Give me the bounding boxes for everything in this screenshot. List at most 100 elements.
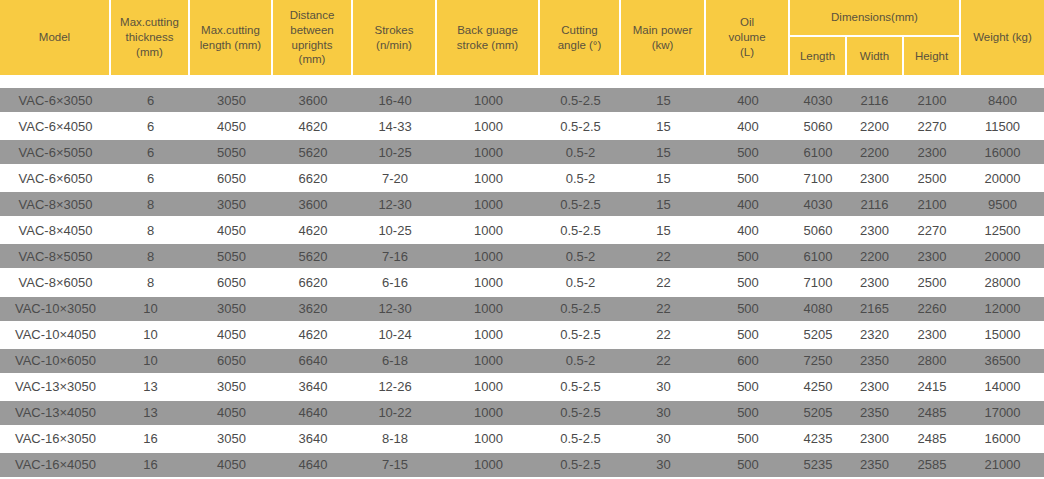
cell-cutting-angle: 0.5-2 [540,171,621,186]
cell-dim-width: 2320 [846,327,903,342]
cell-length: 3050 [190,379,273,394]
cell-dim-width: 2300 [846,379,903,394]
cell-weight: 14000 [961,379,1044,394]
cell-cutting-angle: 0.5-2.5 [540,93,621,108]
cell-length: 6050 [190,353,273,368]
col-header-oil-volume: Oil volume (L) [706,0,790,75]
table-row: VAC-16×3050 16 3050 3640 8-18 1000 0.5-2… [0,427,1044,451]
col-header-back-guage-stroke: Back guage stroke (mm) [437,0,540,75]
cell-weight: 20000 [961,171,1044,186]
table-body: VAC-6×3050 6 3050 3600 16-40 1000 0.5-2.… [0,86,1044,479]
table-row: VAC-6×3050 6 3050 3600 16-40 1000 0.5-2.… [0,86,1044,114]
cell-distance: 4640 [273,405,353,420]
cell-thickness: 10 [111,327,190,342]
cell-length: 6050 [190,275,273,290]
cell-cutting-angle: 0.5-2.5 [540,457,621,472]
cell-main-power: 22 [621,301,706,316]
cell-dim-width: 2350 [846,457,903,472]
cell-back-guage-stroke: 1000 [437,223,540,238]
cell-model: VAC-10×3050 [0,301,111,316]
cell-dim-length: 4235 [790,431,846,446]
spec-table: Model Max.cutting thickness (mm) Max.cut… [0,0,1044,479]
cell-distance: 6640 [273,353,353,368]
cell-oil-volume: 500 [706,275,790,290]
cell-weight: 16000 [961,145,1044,160]
cell-dim-height: 2485 [903,405,961,420]
col-header-max-cutting-thickness: Max.cutting thickness (mm) [111,0,190,75]
cell-weight: 16000 [961,431,1044,446]
cell-oil-volume: 600 [706,353,790,368]
cell-distance: 6620 [273,171,353,186]
cell-model: VAC-6×4050 [0,119,111,134]
table-row: VAC-6×4050 6 4050 4620 14-33 1000 0.5-2.… [0,114,1044,138]
cell-cutting-angle: 0.5-2.5 [540,119,621,134]
cell-weight: 17000 [961,405,1044,420]
cell-dim-length: 5060 [790,223,846,238]
col-header-main-power: Main power (kw) [621,0,706,75]
cell-dim-length: 4250 [790,379,846,394]
cell-length: 5050 [190,145,273,160]
cell-strokes: 10-25 [353,145,437,160]
table-row: VAC-10×4050 10 4050 4620 10-24 1000 0.5-… [0,323,1044,347]
cell-main-power: 30 [621,379,706,394]
cell-dim-width: 2350 [846,353,903,368]
cell-cutting-angle: 0.5-2.5 [540,405,621,420]
cell-strokes: 12-30 [353,301,437,316]
cell-dim-height: 2260 [903,301,961,316]
table-row: VAC-13×3050 13 3050 3640 12-26 1000 0.5-… [0,375,1044,399]
cell-thickness: 16 [111,431,190,446]
cell-strokes: 16-40 [353,93,437,108]
cell-main-power: 15 [621,197,706,212]
cell-model: VAC-6×5050 [0,145,111,160]
cell-dim-height: 2485 [903,431,961,446]
cell-model: VAC-8×5050 [0,249,111,264]
cell-weight: 21000 [961,457,1044,472]
cell-model: VAC-16×4050 [0,457,111,472]
cell-dim-width: 2300 [846,223,903,238]
cell-strokes: 10-25 [353,223,437,238]
cell-length: 3050 [190,197,273,212]
cell-weight: 12500 [961,223,1044,238]
cell-main-power: 22 [621,353,706,368]
cell-length: 4050 [190,119,273,134]
table-row: VAC-8×4050 8 4050 4620 10-25 1000 0.5-2.… [0,218,1044,242]
cell-dim-height: 2300 [903,249,961,264]
table-row: VAC-6×6050 6 6050 6620 7-20 1000 0.5-2 1… [0,166,1044,190]
cell-length: 3050 [190,93,273,108]
cell-back-guage-stroke: 1000 [437,119,540,134]
cell-main-power: 15 [621,171,706,186]
cell-dim-height: 2300 [903,327,961,342]
cell-dim-height: 2270 [903,223,961,238]
cell-cutting-angle: 0.5-2.5 [540,301,621,316]
cell-back-guage-stroke: 1000 [437,457,540,472]
cell-model: VAC-6×6050 [0,171,111,186]
cell-back-guage-stroke: 1000 [437,353,540,368]
cell-main-power: 30 [621,431,706,446]
cell-dim-height: 2100 [903,93,961,108]
cell-dim-height: 2500 [903,171,961,186]
cell-length: 4050 [190,457,273,472]
cell-weight: 36500 [961,353,1044,368]
cell-strokes: 6-18 [353,353,437,368]
cell-thickness: 6 [111,171,190,186]
cell-dim-width: 2300 [846,275,903,290]
cell-oil-volume: 500 [706,171,790,186]
cell-main-power: 22 [621,249,706,264]
cell-main-power: 15 [621,119,706,134]
cell-cutting-angle: 0.5-2.5 [540,197,621,212]
cell-model: VAC-13×4050 [0,405,111,420]
table-row: VAC-8×5050 8 5050 5620 7-16 1000 0.5-2 2… [0,242,1044,270]
cell-thickness: 8 [111,275,190,290]
cell-oil-volume: 500 [706,379,790,394]
cell-main-power: 30 [621,405,706,420]
cell-oil-volume: 400 [706,197,790,212]
cell-strokes: 7-20 [353,171,437,186]
cell-oil-volume: 500 [706,249,790,264]
table-row: VAC-16×4050 16 4050 4640 7-15 1000 0.5-2… [0,451,1044,479]
cell-oil-volume: 500 [706,145,790,160]
cell-oil-volume: 500 [706,457,790,472]
cell-dim-length: 7100 [790,275,846,290]
cell-model: VAC-8×3050 [0,197,111,212]
cell-strokes: 7-16 [353,249,437,264]
cell-distance: 5620 [273,249,353,264]
